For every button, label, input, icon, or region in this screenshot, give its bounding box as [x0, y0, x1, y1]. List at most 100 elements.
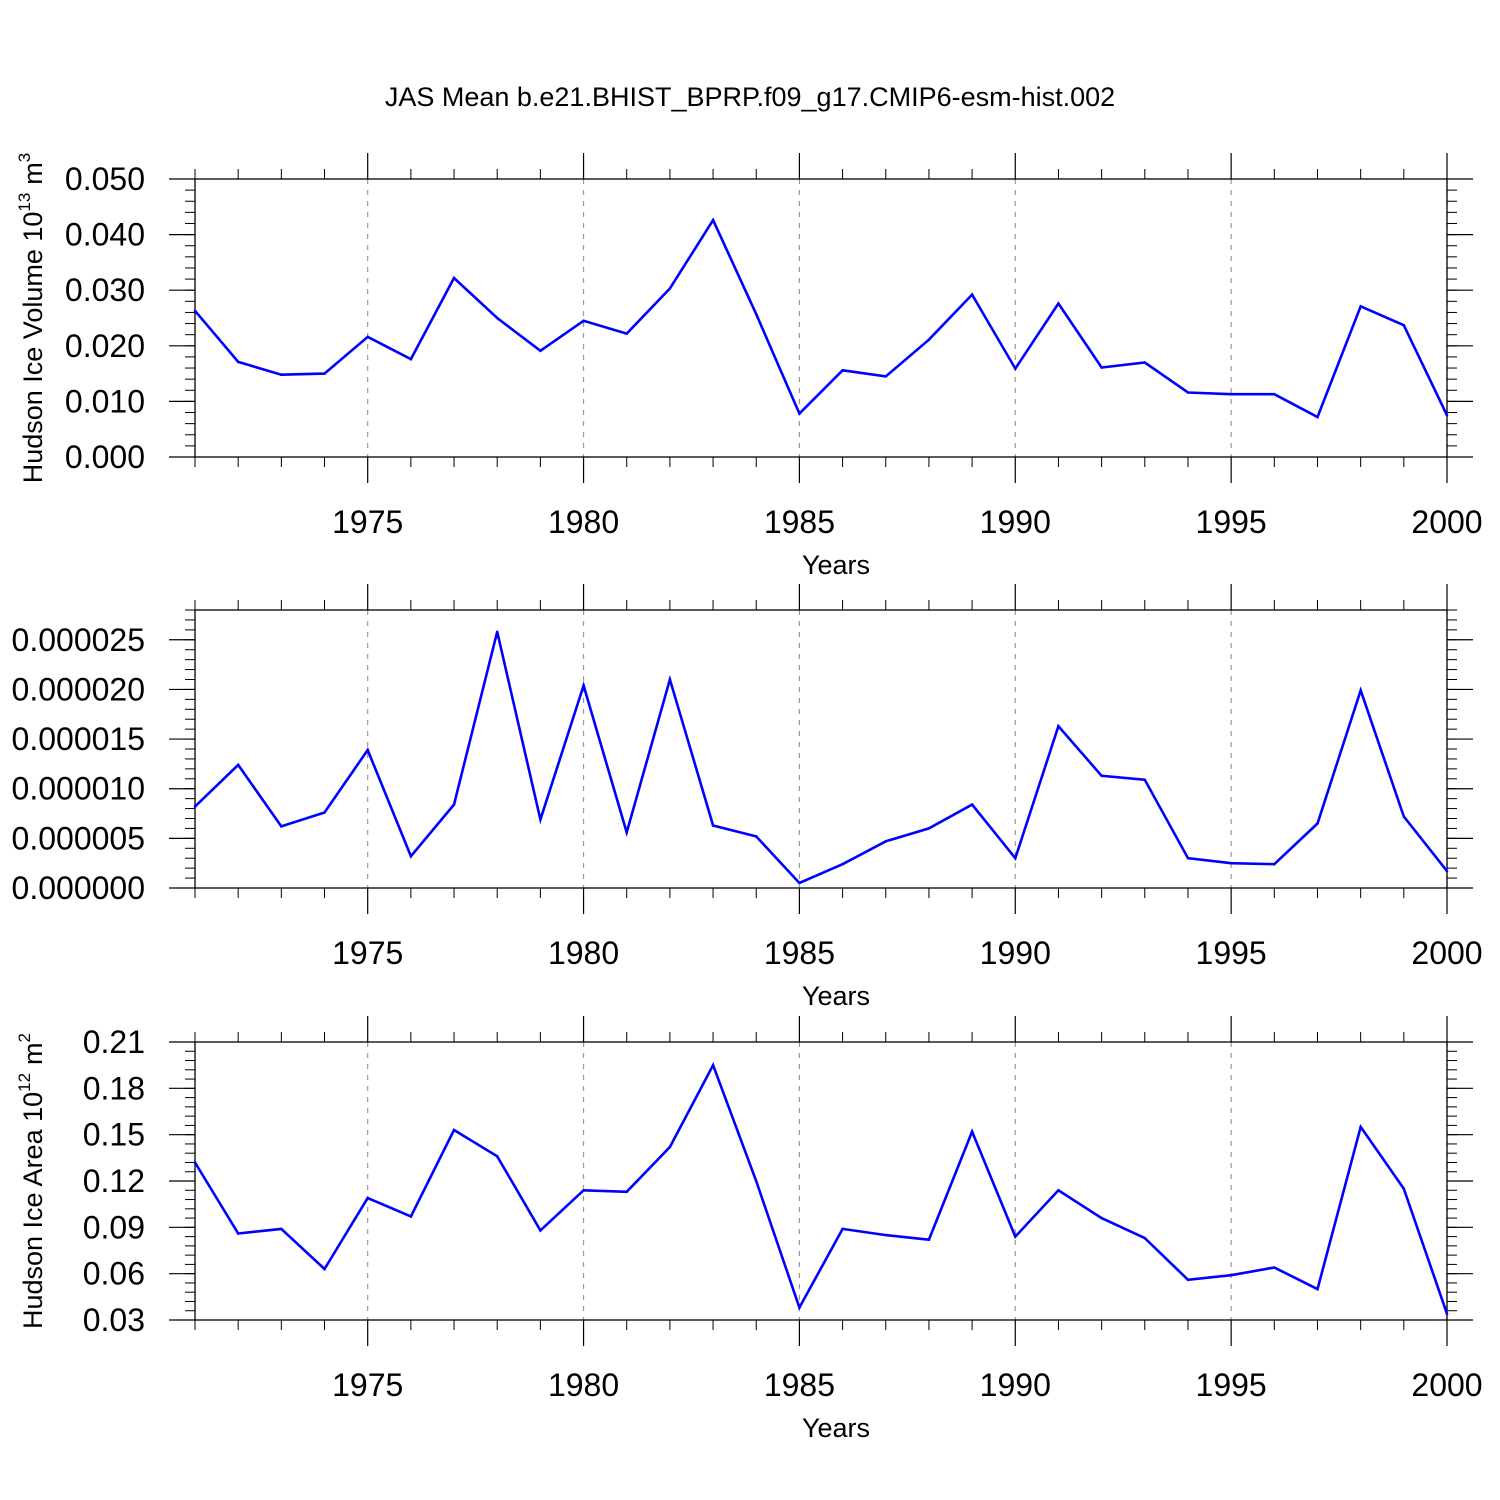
- data-point: [1229, 1273, 1233, 1277]
- data-point: [366, 1196, 369, 1200]
- x-tick-label: 1995: [1196, 935, 1267, 971]
- data-point: [1445, 1312, 1449, 1316]
- data-point: [236, 360, 240, 364]
- x-tick-label: 1985: [764, 504, 835, 540]
- x-tick-label: 1980: [548, 935, 619, 971]
- data-point: [1100, 366, 1103, 369]
- data-point: [625, 332, 629, 335]
- y-tick-label: 0.21: [83, 1024, 145, 1060]
- data-point: [280, 825, 283, 828]
- data-point: [1402, 1187, 1406, 1191]
- data-point: [236, 1232, 240, 1235]
- data-point: [409, 854, 413, 858]
- x-tick-label: 1990: [980, 935, 1051, 971]
- data-point: [539, 349, 542, 353]
- y-axis-label-unit: m: [18, 162, 48, 185]
- y-tick-label: 0.000010: [12, 771, 145, 807]
- y-tick-label: 0.15: [83, 1117, 145, 1153]
- x-axis-label: Years: [802, 981, 870, 1011]
- panel-series-2: 1975 1980 1985 1990 1995 2000 0.000000 0.000005…: [12, 584, 1483, 1011]
- data-point: [452, 276, 456, 280]
- data-point: [1445, 414, 1449, 417]
- data-point: [495, 316, 499, 320]
- series-line: [194, 631, 1449, 885]
- data-point: [970, 1130, 974, 1133]
- x-tick-label: 1975: [332, 935, 403, 971]
- data-point: [625, 1190, 629, 1194]
- data-point: [193, 805, 197, 808]
- data-point: [1359, 1125, 1362, 1129]
- series-line: [194, 217, 1449, 419]
- y-axis-label-unit: m: [18, 1042, 48, 1065]
- data-point: [798, 1306, 801, 1309]
- data-point: [1143, 1236, 1147, 1240]
- data-point: [323, 811, 326, 814]
- data-point: [495, 1154, 499, 1158]
- data-point: [366, 748, 369, 752]
- data-point: [841, 862, 844, 866]
- data-point: [1359, 689, 1362, 692]
- data-point: [323, 1267, 326, 1271]
- data-point: [1143, 361, 1147, 364]
- data-point: [754, 835, 758, 838]
- x-tick-label: 1990: [980, 504, 1051, 540]
- data-point: [1186, 856, 1190, 860]
- x-tick-label: 1985: [764, 1367, 835, 1403]
- data-point: [1445, 869, 1449, 873]
- y-tick-label: 0.020: [65, 328, 145, 364]
- data-point: [668, 1145, 672, 1149]
- data-point: [668, 678, 672, 681]
- data-point: [452, 803, 456, 806]
- data-point: [841, 1227, 844, 1231]
- y-tick-label: 0.030: [65, 272, 145, 308]
- data-point: [1316, 415, 1319, 419]
- data-point: [193, 1161, 197, 1164]
- data-point: [1100, 774, 1103, 778]
- data-point: [711, 1063, 715, 1067]
- data-point: [625, 831, 629, 834]
- data-point: [927, 1238, 931, 1241]
- data-point: [668, 287, 672, 290]
- data-point: [539, 1229, 542, 1232]
- data-point: [1273, 392, 1276, 396]
- data-point: [409, 357, 413, 361]
- data-point: [452, 1128, 456, 1132]
- plot-frame: [194, 609, 1448, 889]
- data-point: [280, 373, 283, 377]
- y-tick-label: 0.09: [83, 1209, 145, 1245]
- data-point: [1359, 305, 1362, 308]
- series-line: [193, 1062, 1449, 1315]
- data-point: [582, 684, 585, 687]
- x-tick-label: 1995: [1196, 1367, 1267, 1403]
- data-point: [1229, 392, 1233, 396]
- data-point: [1273, 1266, 1276, 1269]
- x-tick-label: 2000: [1411, 935, 1482, 971]
- y-axis-label-exponent: 13: [15, 193, 34, 212]
- data-point: [1143, 778, 1147, 782]
- data-point: [539, 818, 542, 821]
- data-point: [754, 312, 758, 316]
- chart-title: JAS Mean b.e21.BHIST_BPRP.f09_g17.CMIP6-…: [385, 82, 1115, 112]
- y-tick-label: 0.000025: [12, 622, 145, 658]
- y-tick-label: 0.000000: [12, 870, 145, 906]
- plot-frame: [194, 178, 1448, 458]
- y-tick-label: 0.010: [65, 383, 145, 419]
- data-point: [1057, 1188, 1060, 1192]
- data-point: [1229, 861, 1233, 865]
- data-point: [798, 412, 801, 415]
- y-axis-label-text: Hudson Ice Area 10: [18, 1092, 48, 1329]
- data-point: [582, 319, 585, 323]
- y-tick-label: 0.050: [65, 161, 145, 197]
- data-point: [1402, 323, 1406, 327]
- x-tick-label: 1975: [332, 1367, 403, 1403]
- data-point: [711, 824, 715, 827]
- y-tick-label: 0.03: [83, 1302, 145, 1338]
- data-point: [1013, 367, 1017, 370]
- data-point: [280, 1227, 283, 1231]
- y-tick-label: 0.12: [83, 1163, 145, 1199]
- panel-ice-area: 1975 1980 1985 1990 1995 2000 0.03 0.06 0.09 0.12…: [15, 1016, 1483, 1443]
- data-point: [1273, 862, 1276, 866]
- x-tick-label: 1985: [764, 935, 835, 971]
- data-point: [711, 218, 715, 222]
